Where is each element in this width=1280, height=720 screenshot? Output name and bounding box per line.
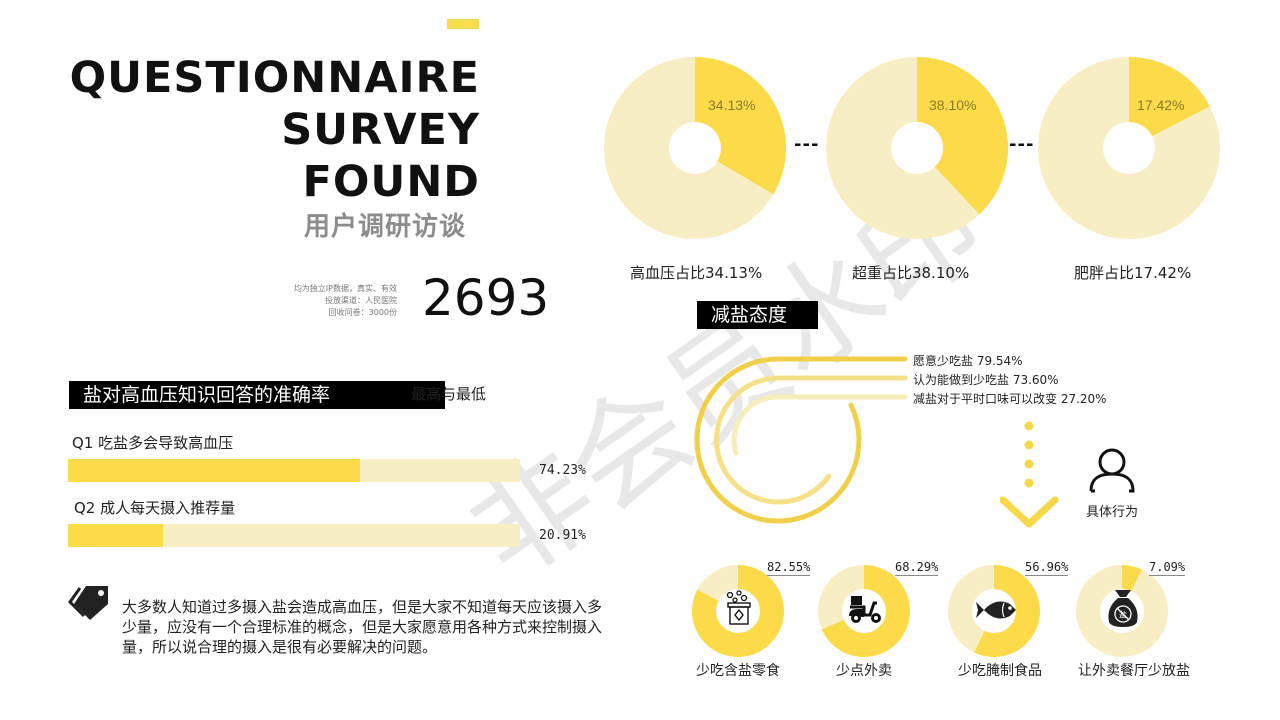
title-line: QUESTIONNAIRE bbox=[69, 53, 480, 103]
behavior-pct: 7.09% bbox=[1149, 560, 1186, 576]
page-subtitle: 用户调研访谈 bbox=[304, 212, 467, 242]
question-label: Q1 吃盐多会导致高血压 bbox=[72, 434, 234, 452]
question-label: Q2 成人每天摄入推荐量 bbox=[74, 499, 236, 517]
separator-dashes: --- bbox=[794, 134, 820, 155]
attitude-item: 减盐对于平时口味可以改变 27.20% bbox=[913, 392, 1107, 406]
accuracy-bar-fill bbox=[68, 459, 360, 482]
donut-caption: 高血压占比34.13% bbox=[630, 264, 763, 282]
salt-jar-icon bbox=[724, 590, 754, 626]
attitude-section-title: 减盐态度 bbox=[697, 301, 818, 329]
tag-icon bbox=[68, 582, 114, 622]
page-title: QUESTIONNAIRE SURVEY FOUND bbox=[70, 52, 480, 208]
no-salt-bag-icon: 盐 bbox=[1106, 588, 1140, 628]
respondent-count: 2693 bbox=[422, 269, 550, 327]
attitude-item: 认为能做到少吃盐 73.60% bbox=[913, 373, 1059, 387]
donut-hypertension bbox=[604, 57, 786, 239]
donut-value: 34.13% bbox=[708, 97, 756, 113]
meta-line: 均为独立IP数据，真实、有效 bbox=[293, 284, 397, 293]
meta-line: 投放渠道：人民医院 bbox=[325, 296, 397, 305]
donut-obesity bbox=[1038, 57, 1220, 239]
behavior-label: 少点外卖 bbox=[836, 663, 892, 679]
title-line: FOUND bbox=[302, 157, 480, 207]
separator-dashes: --- bbox=[1009, 134, 1035, 155]
donut-overweight bbox=[826, 56, 1009, 239]
accuracy-bar-q2 bbox=[68, 524, 520, 547]
title-line: SURVEY bbox=[281, 105, 480, 155]
behavior-label: 少吃腌制食品 bbox=[958, 663, 1042, 679]
accent-bar bbox=[447, 19, 479, 29]
donut-value: 38.10% bbox=[929, 97, 977, 113]
behavior-pct: 68.29% bbox=[895, 560, 939, 576]
behavior-pct: 56.96% bbox=[1025, 560, 1069, 576]
attitude-arc-chart bbox=[690, 350, 910, 535]
accuracy-section-title: 盐对高血压知识回答的准确率 bbox=[69, 381, 445, 409]
behavior-label: 让外卖餐厅少放盐 bbox=[1078, 663, 1190, 679]
behavior-heading: 具体行为 bbox=[1086, 505, 1139, 520]
accuracy-value: 74.23% bbox=[539, 463, 586, 478]
accuracy-bar-q1 bbox=[68, 459, 520, 482]
attitude-item: 愿意少吃盐 79.54% bbox=[913, 354, 1023, 368]
behavior-label: 少吃含盐零食 bbox=[696, 663, 780, 679]
donut-caption: 肥胖占比17.42% bbox=[1074, 264, 1192, 282]
accuracy-bar-fill bbox=[68, 524, 163, 547]
survey-meta: 均为独立IP数据，真实、有效 投放渠道：人民医院 回收问卷：3000份 bbox=[262, 283, 397, 319]
note-text: 大多数人知道过多摄入盐会造成高血压，但是大家不知道每天应该摄入多少量，应没有一个… bbox=[122, 598, 603, 656]
donut-caption: 超重占比38.10% bbox=[852, 264, 970, 282]
svg-text:盐: 盐 bbox=[1119, 610, 1127, 620]
down-arrow-icon bbox=[999, 418, 1060, 533]
donut-value: 17.42% bbox=[1137, 97, 1185, 113]
user-icon bbox=[1088, 445, 1136, 493]
ratio-donuts bbox=[603, 55, 1223, 245]
behavior-donuts bbox=[690, 563, 1230, 659]
accuracy-value: 20.91% bbox=[539, 528, 586, 543]
accuracy-section-subtitle: 最高与最低 bbox=[411, 385, 487, 403]
delivery-scooter-icon bbox=[848, 595, 884, 625]
behavior-pct: 82.55% bbox=[767, 560, 811, 576]
meta-line: 回收问卷：3000份 bbox=[328, 308, 397, 317]
fish-icon bbox=[976, 597, 1018, 623]
